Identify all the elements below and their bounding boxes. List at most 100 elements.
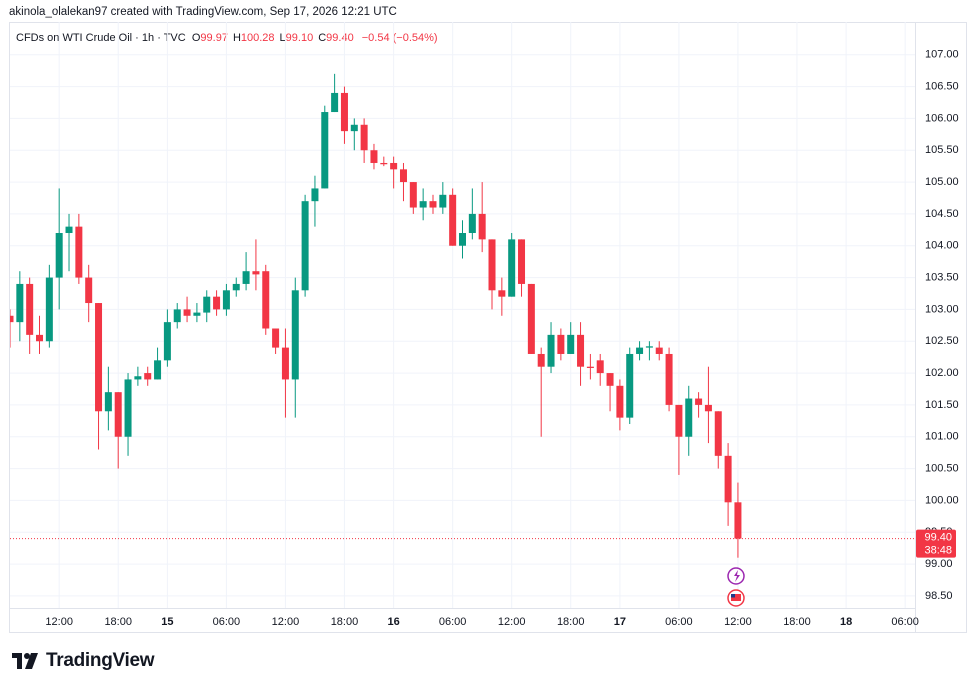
candle-body	[626, 353, 634, 418]
candle-body	[449, 194, 457, 246]
candle-body	[114, 392, 122, 437]
last-price-label: 99.40	[924, 532, 952, 544]
legend-key: L	[279, 32, 286, 44]
candle-body	[557, 334, 565, 354]
brand-name: TradingView	[46, 650, 155, 671]
candle-body	[232, 283, 240, 291]
candle-body	[508, 239, 516, 297]
candle-body	[547, 334, 555, 367]
candle-body	[311, 188, 319, 202]
candle-body	[695, 398, 703, 405]
candle-body	[714, 411, 722, 456]
candle-body	[321, 112, 329, 189]
candle-body	[665, 353, 673, 405]
candle-body	[173, 309, 181, 323]
y-tick-label: 98.50	[925, 590, 953, 602]
x-tick-label: 18:00	[104, 616, 132, 628]
countdown: 38:48	[924, 545, 952, 557]
brand-logo	[12, 653, 38, 669]
candle-body	[616, 385, 624, 418]
candle-body	[498, 290, 506, 297]
grid	[10, 22, 915, 608]
legend: CFDs on WTI Crude Oil · 1h · TVC O99.97 H…	[16, 32, 438, 44]
legend-value: 99.40	[326, 32, 354, 44]
candle-body	[439, 194, 447, 208]
candle-body	[85, 277, 93, 304]
y-tick-label: 101.00	[925, 431, 959, 443]
y-tick-label: 102.00	[925, 367, 959, 379]
candle-body	[213, 296, 221, 310]
candle-body	[655, 347, 663, 354]
y-tick-label: 103.50	[925, 271, 959, 283]
x-tick-label: 06:00	[213, 616, 241, 628]
chart: 98.5099.0099.50100.00100.50101.00101.501…	[9, 22, 967, 633]
candle-body	[478, 213, 486, 240]
candle-body	[567, 334, 575, 354]
candle-body	[370, 150, 378, 163]
x-tick-label: 12:00	[498, 616, 526, 628]
candle-body	[104, 392, 112, 412]
y-tick-label: 100.00	[925, 494, 959, 506]
candle-body	[301, 201, 309, 291]
brand: TradingView	[12, 650, 155, 672]
x-tick-label: 18:00	[783, 616, 811, 628]
candle-body	[685, 398, 693, 437]
y-tick-label: 103.00	[925, 303, 959, 315]
candle-body	[75, 226, 83, 278]
x-tick-label: 18	[840, 616, 852, 628]
candle-body	[10, 315, 14, 323]
candle-body	[409, 182, 417, 208]
candle-body	[134, 376, 142, 380]
legend-value: 99.97	[200, 32, 228, 44]
candle-body	[193, 312, 201, 316]
y-tick-label: 101.50	[925, 399, 959, 411]
candle-body	[399, 169, 407, 183]
legend-key: H	[232, 32, 241, 44]
candle-body	[242, 271, 250, 284]
x-tick-label: 15	[161, 616, 173, 628]
x-tick-label: 16	[388, 616, 400, 628]
y-tick-label: 106.50	[925, 80, 959, 92]
candle-body	[16, 283, 24, 323]
candle-body	[262, 271, 270, 329]
candle-body	[380, 162, 388, 165]
lightning	[734, 570, 740, 582]
axes: 98.5099.0099.50100.00100.50101.00101.501…	[10, 49, 959, 628]
candle-body	[734, 502, 742, 539]
candle-body	[26, 283, 34, 335]
candle-body	[429, 201, 437, 208]
legend-value: 99.10	[285, 32, 314, 44]
legend-key: O	[191, 32, 201, 44]
x-tick-label: 12:00	[272, 616, 300, 628]
candle-body	[281, 347, 289, 380]
y-tick-label: 102.50	[925, 335, 959, 347]
y-tick-label: 105.00	[925, 176, 959, 188]
candle-body	[419, 201, 427, 208]
x-tick-label: 06:00	[891, 616, 919, 628]
legend-key: C	[318, 32, 327, 44]
candle-body	[577, 334, 585, 367]
y-tick-label: 104.50	[925, 208, 959, 220]
candle-body	[95, 303, 103, 412]
candle-body	[636, 347, 644, 354]
candle-body	[222, 290, 230, 310]
x-tick-label: 18:00	[331, 616, 359, 628]
candle-body	[154, 360, 162, 380]
candle-body	[586, 366, 594, 368]
flag-canton	[731, 594, 735, 598]
candle-body	[291, 290, 299, 380]
y-tick-label: 99.00	[925, 558, 953, 570]
x-tick-label: 06:00	[439, 616, 467, 628]
candle-body	[468, 213, 476, 234]
candle-body	[518, 239, 526, 284]
candle-body	[65, 226, 73, 234]
candle-body	[537, 353, 545, 367]
ohlc-values: O99.97 H100.28 L99.10 C99.40	[192, 32, 359, 44]
events	[727, 567, 745, 607]
candle-body	[36, 334, 44, 342]
candle-body	[527, 283, 535, 354]
attribution: akinola_olalekan97 created with TradingV…	[9, 6, 397, 18]
x-tick-label: 06:00	[665, 616, 693, 628]
candle-body	[55, 233, 63, 278]
candle-body	[350, 124, 358, 132]
